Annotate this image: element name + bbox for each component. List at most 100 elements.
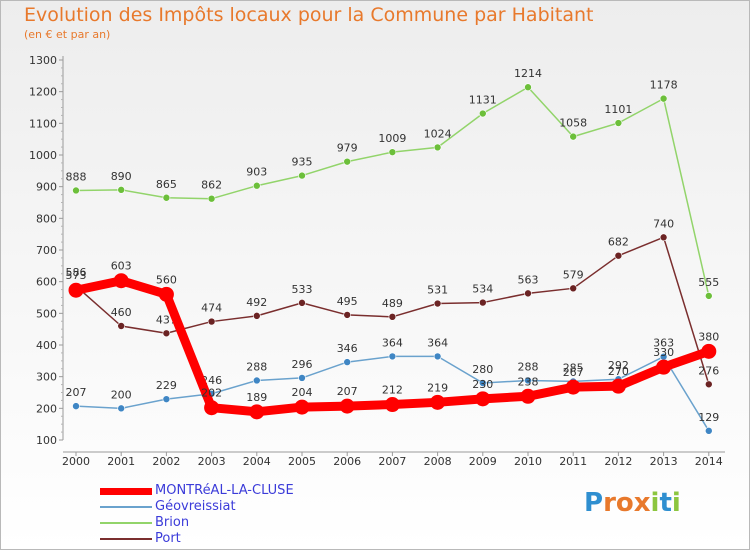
data-point-brion <box>478 109 487 118</box>
data-point-brion <box>614 119 623 127</box>
data-point-port <box>569 284 578 293</box>
data-point-port <box>388 313 397 321</box>
data-label-port: 495 <box>337 295 358 308</box>
legend-label: Brion <box>155 515 190 530</box>
x-tick-label: 2010 <box>514 455 542 468</box>
data-label-brion: 865 <box>156 178 177 191</box>
legend-swatch <box>100 538 152 540</box>
data-label-port: 533 <box>292 283 313 296</box>
data-point-g-ovreissiat <box>388 352 397 361</box>
logo-letter: P <box>584 488 604 518</box>
data-point-g-ovreissiat <box>162 395 171 403</box>
data-point-montr-al-la-cluse <box>339 398 355 414</box>
legend-swatch <box>100 488 152 495</box>
axes: 100 200 300 400 500 600 700 800 900 1000 1100 1200 1… <box>29 54 725 468</box>
x-tick-label: 2012 <box>604 455 632 468</box>
series-group: 888 890 865 862 903 935 979 1009 1024 1131 1214 105… <box>66 67 719 435</box>
data-point-g-ovreissiat <box>252 376 261 385</box>
data-label-montr-al-la-cluse: 207 <box>337 385 358 398</box>
data-label-brion: 1058 <box>559 117 587 130</box>
data-label-port: 492 <box>246 296 267 309</box>
data-point-g-ovreissiat <box>117 404 125 413</box>
data-label-montr-al-la-cluse: 212 <box>382 384 403 397</box>
data-point-g-ovreissiat <box>524 376 532 385</box>
y-tick-label: 100 <box>36 434 57 447</box>
data-label-montr-al-la-cluse: 204 <box>292 386 313 399</box>
logo-letter: i <box>671 488 681 518</box>
data-label-brion: 979 <box>337 142 358 155</box>
data-label-g-ovreissiat: 129 <box>698 411 719 424</box>
x-tick-label: 2002 <box>152 455 180 468</box>
y-tick-label: 500 <box>36 307 57 320</box>
data-point-port <box>162 329 171 338</box>
data-point-port <box>614 251 623 260</box>
data-point-brion <box>433 143 442 152</box>
data-point-brion <box>117 186 125 194</box>
chart-subtitle: (en € et par an) <box>24 28 111 41</box>
data-point-brion <box>569 132 578 141</box>
data-label-port: 531 <box>427 284 448 297</box>
y-tick-label: 700 <box>36 244 57 257</box>
data-label-port: 682 <box>608 236 629 249</box>
data-label-brion: 555 <box>698 276 719 289</box>
x-tick-label: 2000 <box>62 455 90 468</box>
data-label-montr-al-la-cluse: 202 <box>201 387 222 400</box>
x-tick-label: 2011 <box>559 455 587 468</box>
data-label-montr-al-la-cluse: 189 <box>246 391 267 404</box>
data-label-port: 276 <box>698 364 719 377</box>
x-tick-label: 2014 <box>695 455 723 468</box>
data-label-g-ovreissiat: 229 <box>156 379 177 392</box>
data-label-brion: 903 <box>246 166 267 179</box>
data-label-port: 534 <box>472 283 493 296</box>
data-point-port <box>298 299 306 307</box>
data-point-montr-al-la-cluse <box>158 286 174 302</box>
data-label-g-ovreissiat: 280 <box>472 363 493 376</box>
y-tick-label: 900 <box>36 181 57 194</box>
data-point-brion <box>162 193 171 202</box>
series-brion: 888 890 865 862 903 935 979 1009 1024 1131 1214 105… <box>66 67 719 300</box>
data-label-brion: 862 <box>201 179 222 192</box>
data-label-g-ovreissiat: 288 <box>246 360 267 373</box>
series-line-brion <box>75 86 710 297</box>
data-point-brion <box>343 157 352 166</box>
data-point-port <box>343 311 352 319</box>
data-point-brion <box>207 194 216 203</box>
data-label-brion: 1024 <box>424 127 452 140</box>
data-point-brion <box>659 94 668 103</box>
logo-letter: x <box>633 488 651 518</box>
logo-letter: t <box>659 488 672 518</box>
data-label-port: 563 <box>518 273 539 286</box>
series-montr-al-la-cluse: 573 603 560 202 189 204 207 212 219 230 238 267 270 3… <box>66 260 719 420</box>
y-tick-label: 1100 <box>29 117 57 130</box>
data-point-montr-al-la-cluse <box>520 388 536 404</box>
data-label-g-ovreissiat: 346 <box>337 342 358 355</box>
data-point-g-ovreissiat <box>433 352 442 361</box>
data-point-port <box>524 289 532 298</box>
data-label-g-ovreissiat: 363 <box>653 337 674 350</box>
y-tick-label: 400 <box>36 339 57 352</box>
data-label-g-ovreissiat: 288 <box>518 360 539 373</box>
data-point-montr-al-la-cluse <box>656 359 672 375</box>
data-label-brion: 1214 <box>514 67 542 80</box>
data-point-g-ovreissiat <box>343 358 352 366</box>
data-label-montr-al-la-cluse: 219 <box>427 381 448 394</box>
legend-label: MONTRéAL-LA-CLUSE <box>155 483 294 498</box>
data-label-montr-al-la-cluse: 330 <box>653 346 674 359</box>
y-tick-label: 1300 <box>29 54 57 67</box>
data-point-montr-al-la-cluse <box>384 397 400 413</box>
data-point-g-ovreissiat <box>298 374 306 382</box>
x-tick-label: 2008 <box>424 455 452 468</box>
data-label-montr-al-la-cluse: 603 <box>111 260 132 273</box>
data-label-montr-al-la-cluse: 560 <box>156 273 177 286</box>
data-label-port: 474 <box>201 302 222 315</box>
data-label-port: 489 <box>382 297 403 310</box>
data-label-montr-al-la-cluse: 238 <box>518 375 539 388</box>
data-label-brion: 1131 <box>469 94 497 107</box>
y-tick-label: 800 <box>36 212 57 225</box>
legend-label: Port <box>155 531 181 546</box>
data-label-montr-al-la-cluse: 573 <box>66 269 87 282</box>
data-point-port <box>478 298 487 307</box>
data-point-montr-al-la-cluse <box>565 379 581 395</box>
